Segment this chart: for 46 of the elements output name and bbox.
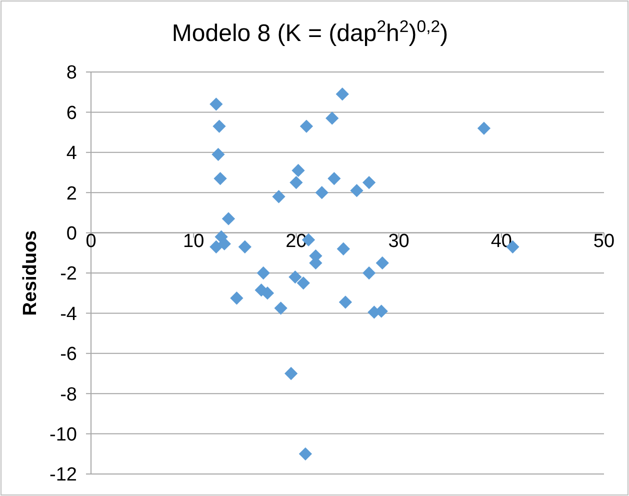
point — [272, 190, 286, 204]
x-tick-label: 0 — [86, 230, 96, 252]
point — [230, 292, 244, 305]
y-tick-label: 6 — [66, 102, 77, 124]
y-tick-label: -2 — [60, 264, 77, 285]
point — [238, 240, 252, 254]
y-tick-label: -6 — [60, 344, 77, 366]
point — [274, 302, 288, 315]
point — [362, 176, 376, 190]
point — [292, 164, 305, 178]
point — [284, 366, 298, 380]
point — [477, 122, 491, 135]
point — [315, 186, 328, 200]
point — [214, 172, 227, 186]
y-tick-label: 8 — [66, 62, 77, 84]
point — [210, 98, 223, 111]
point — [256, 266, 270, 280]
y-tick-label: -12 — [50, 464, 77, 486]
point — [290, 176, 303, 190]
point — [296, 276, 310, 290]
point — [212, 120, 226, 133]
chart-title: Modelo 8 (K = (dap$^{2}$h$^{2}$)$^{0,2}$) — [172, 16, 448, 47]
point — [336, 242, 350, 256]
point — [336, 88, 349, 101]
y-tick-label: -10 — [50, 424, 77, 446]
point — [350, 184, 364, 198]
point — [326, 112, 339, 125]
x-tick-label: 10 — [183, 230, 204, 252]
x-tick-label: 30 — [388, 230, 410, 252]
point — [362, 266, 376, 280]
point — [300, 120, 314, 133]
y-tick-label: 4 — [66, 143, 78, 164]
x-tick-label: 50 — [593, 230, 615, 252]
y-tick-label: 2 — [66, 183, 77, 204]
point — [376, 256, 389, 270]
point — [338, 296, 352, 309]
point — [260, 286, 274, 300]
y-axis-title: Residuos — [20, 230, 41, 316]
point — [298, 447, 312, 460]
point — [288, 270, 302, 284]
y-tick-label: -4 — [60, 304, 78, 325]
point — [328, 172, 341, 186]
point — [212, 148, 225, 161]
point — [222, 212, 236, 226]
point — [218, 237, 231, 250]
y-tick-label: -8 — [60, 384, 77, 406]
